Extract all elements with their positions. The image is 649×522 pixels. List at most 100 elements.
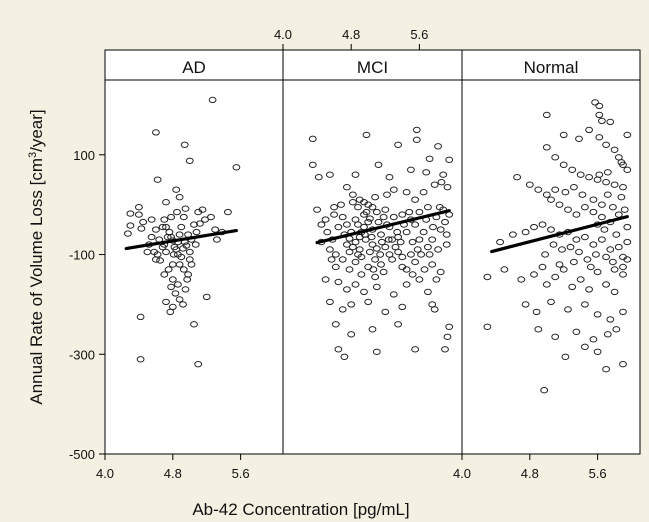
data-point-normal-36 (598, 213, 606, 221)
data-point-mci-150 (366, 248, 374, 256)
data-point-normal-21 (585, 174, 593, 181)
data-point-mci-130 (419, 189, 428, 196)
data-point-normal-23 (602, 179, 610, 186)
data-point-mci-36 (377, 231, 385, 238)
data-point-normal-78 (534, 326, 543, 333)
data-point-normal-64 (585, 286, 593, 293)
data-point-ad-88 (167, 213, 176, 221)
data-point-ad-85 (152, 226, 160, 233)
data-point-mci-125 (371, 194, 380, 201)
data-point-normal-42 (521, 228, 530, 236)
data-point-mci-143 (371, 273, 380, 281)
x-tick-label-normal-0: 4.0 (453, 466, 471, 481)
data-point-ad-16 (135, 204, 143, 211)
data-point-ad-13 (126, 210, 135, 217)
data-point-normal-12 (610, 146, 619, 154)
data-point-ad-9 (181, 205, 190, 212)
data-point-ad-15 (124, 230, 132, 237)
data-point-mci-17 (389, 213, 398, 221)
y-axis-title-tail: /year] (27, 109, 46, 152)
data-point-mci-5 (434, 143, 443, 150)
data-point-mci-47 (331, 251, 340, 258)
data-point-mci-98 (368, 241, 377, 248)
y-tick-label-1: -100 (69, 248, 95, 263)
data-point-normal-87 (619, 361, 627, 368)
data-point-normal-74 (593, 311, 602, 318)
data-point-mci-46 (326, 246, 334, 253)
data-point-normal-109 (541, 251, 549, 258)
data-point-normal-51 (598, 236, 606, 243)
data-point-normal-19 (568, 166, 577, 174)
data-point-mci-90 (443, 333, 452, 340)
data-point-mci-121 (330, 204, 339, 211)
data-point-mci-111 (413, 246, 422, 253)
data-point-normal-95 (620, 206, 629, 213)
panel-normal: Normal (461, 49, 641, 455)
data-point-ad-60 (160, 271, 169, 278)
data-point-mci-158 (378, 238, 386, 246)
data-point-ad-41 (190, 221, 198, 228)
data-point-normal-107 (558, 246, 566, 253)
data-point-normal-84 (581, 343, 589, 350)
data-point-ad-20 (147, 233, 156, 241)
data-point-mci-137 (385, 174, 394, 181)
data-point-normal-71 (547, 298, 555, 306)
data-point-normal-77 (483, 323, 492, 330)
data-point-normal-65 (593, 268, 602, 276)
data-point-mci-85 (334, 346, 343, 353)
data-point-mci-71 (424, 288, 432, 296)
data-point-normal-105 (575, 248, 583, 256)
data-point-normal-30 (547, 196, 555, 203)
data-point-mci-155 (407, 251, 415, 258)
x-tick-label-normal-1: 4.8 (521, 466, 539, 481)
x-axis-title: Ab-42 Concentration [pg/mL] (192, 500, 409, 519)
data-point-normal-111 (603, 169, 612, 176)
data-point-ad-10 (162, 223, 170, 231)
data-point-mci-40 (411, 221, 420, 228)
data-point-mci-81 (347, 331, 356, 338)
data-point-mci-18 (398, 211, 407, 218)
data-point-normal-73 (581, 301, 589, 308)
data-point-mci-75 (364, 298, 373, 306)
data-point-mci-27 (334, 223, 343, 231)
data-point-ad-79 (185, 256, 194, 263)
data-point-ad-84 (158, 223, 167, 231)
data-point-mci-67 (372, 283, 381, 291)
data-point-normal-45 (547, 226, 555, 233)
data-point-ad-63 (136, 313, 145, 321)
data-point-mci-163 (343, 241, 351, 248)
data-point-normal-8 (559, 131, 568, 139)
data-point-normal-49 (581, 233, 589, 241)
data-point-mci-26 (330, 211, 339, 218)
data-point-normal-18 (559, 161, 568, 169)
data-point-ad-89 (179, 213, 188, 221)
data-point-mci-50 (351, 258, 360, 266)
data-point-normal-102 (602, 253, 610, 261)
strip-label-normal: Normal (524, 58, 579, 77)
data-point-mci-159 (384, 236, 393, 243)
data-point-mci-80 (331, 321, 340, 328)
data-point-normal-17 (551, 154, 560, 161)
data-point-mci-141 (345, 266, 354, 273)
data-point-mci-34 (364, 218, 373, 226)
data-point-normal-110 (595, 171, 604, 178)
data-point-normal-120 (561, 189, 570, 196)
data-point-normal-26 (513, 174, 521, 181)
data-point-mci-148 (432, 276, 441, 283)
data-point-mci-123 (349, 199, 357, 206)
data-point-mci-41 (419, 228, 428, 236)
data-point-ad-65 (194, 361, 203, 368)
data-point-ad-0 (152, 129, 160, 136)
data-point-mci-58 (411, 258, 420, 266)
data-point-mci-151 (372, 245, 381, 252)
data-point-mci-73 (338, 306, 347, 313)
data-point-normal-7 (623, 131, 632, 139)
data-point-mci-82 (368, 326, 377, 333)
data-point-normal-83 (612, 326, 621, 333)
data-point-normal-61 (559, 266, 568, 273)
data-point-mci-4 (412, 136, 421, 144)
y-axis-title-superscript: 3 (27, 152, 39, 158)
trend-line-normal (490, 215, 629, 254)
data-point-normal-98 (612, 231, 621, 238)
data-point-normal-72 (564, 306, 572, 313)
